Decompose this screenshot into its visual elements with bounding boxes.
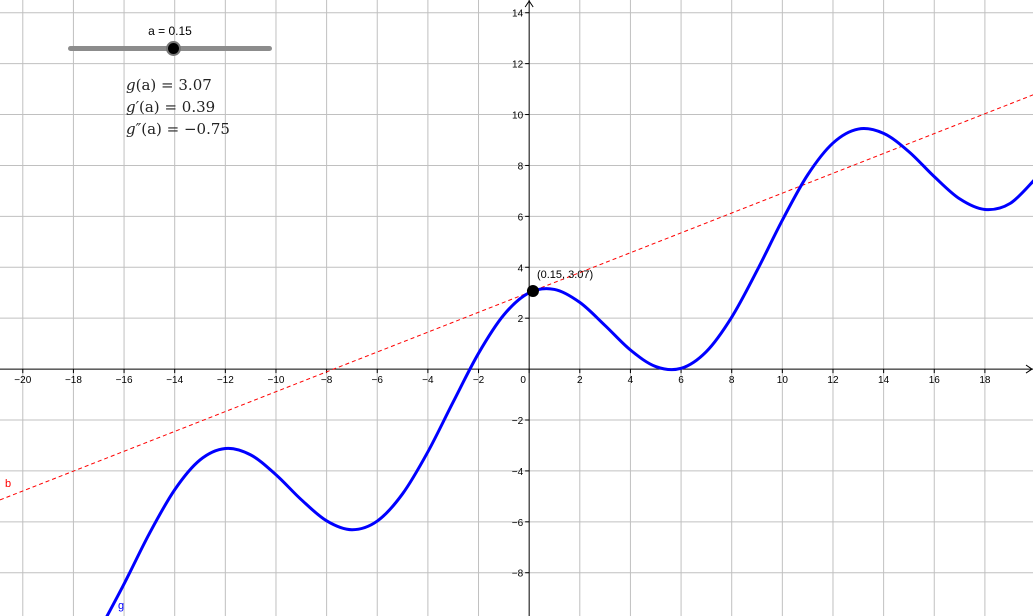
x-tick-label: −14 — [166, 375, 183, 386]
x-tick-label: −4 — [422, 375, 434, 386]
y-tick-label: 12 — [512, 60, 524, 71]
slider-label: a = 0.15 — [148, 24, 192, 38]
x-tick-label: 10 — [777, 375, 789, 386]
y-tick-label: 8 — [518, 161, 524, 172]
x-tick-label: 18 — [979, 375, 991, 386]
y-tick-label: 4 — [518, 263, 524, 274]
x-tick-label: 6 — [678, 375, 684, 386]
series-g-curve — [105, 127, 1033, 616]
fn-name: g′ — [126, 98, 140, 116]
point-label: (0.15, 3.07) — [537, 269, 593, 281]
x-tick-label: 14 — [878, 375, 890, 386]
y-tick-label: −6 — [512, 518, 524, 529]
y-tick-label: −4 — [512, 467, 524, 478]
readout-g-double-prime: g″(a) = −0.75 — [126, 120, 230, 138]
x-tick-label: −20 — [14, 375, 31, 386]
fn-value: = 0.39 — [164, 98, 216, 116]
fn-value: = −0.75 — [166, 120, 230, 138]
x-tick-label: −18 — [65, 375, 82, 386]
x-tick-label: 8 — [729, 375, 735, 386]
x-tick-label: −10 — [267, 375, 284, 386]
fn-arg: (a) — [141, 120, 162, 138]
y-tick-label: 6 — [518, 212, 524, 223]
tangent-label: b — [5, 478, 11, 490]
fn-name: g″ — [126, 120, 142, 138]
y-axis-arrow-icon — [524, 0, 534, 8]
x-tick-label: −8 — [321, 375, 333, 386]
y-tick-label: 2 — [518, 314, 524, 325]
x-tick-label: 12 — [827, 375, 839, 386]
fn-arg: (a) — [135, 76, 157, 94]
y-tick-label: −2 — [512, 416, 524, 427]
x-axis-arrow-icon — [1025, 364, 1033, 374]
fn-arg: (a) — [139, 98, 160, 116]
point-A — [526, 284, 539, 297]
series-label: g — [118, 600, 124, 612]
readout-g-prime: g′(a) = 0.39 — [126, 98, 215, 116]
fn-name: g — [126, 76, 136, 94]
y-tick-label: −8 — [512, 569, 524, 580]
x-tick-label: −12 — [217, 375, 234, 386]
x-tick-label: −6 — [372, 375, 384, 386]
y-tick-label: 10 — [512, 111, 524, 122]
tangent-line-b — [0, 94, 1033, 501]
x-tick-label: 16 — [929, 375, 941, 386]
x-tick-label: 2 — [577, 375, 583, 386]
x-tick-label: −2 — [473, 375, 485, 386]
slider-a-knob[interactable] — [165, 41, 181, 56]
readout-g: g(a) = 3.07 — [126, 76, 212, 94]
fn-value: = 3.07 — [161, 76, 212, 94]
x-tick-label: 4 — [628, 375, 634, 386]
x-tick-label: 0 — [520, 375, 526, 386]
x-tick-label: −16 — [116, 375, 133, 386]
y-tick-label: 14 — [512, 9, 524, 20]
